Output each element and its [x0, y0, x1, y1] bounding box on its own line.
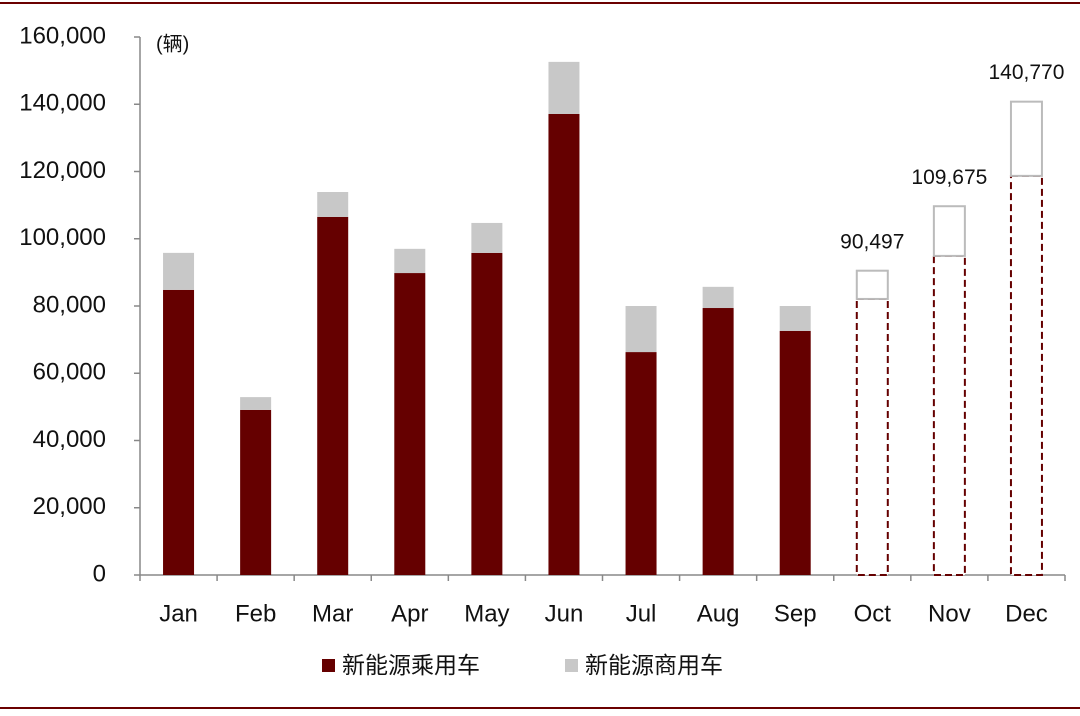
total-label: 140,770: [988, 61, 1064, 84]
y-tick-label: 0: [93, 560, 106, 587]
legend-label: 新能源乘用车: [342, 652, 480, 678]
y-tick-label: 160,000: [19, 22, 106, 49]
x-tick-label: Jun: [545, 600, 584, 627]
bar-segment: [163, 289, 195, 575]
bar-segment: [240, 409, 272, 575]
y-tick-label: 80,000: [33, 291, 106, 318]
bar-segment: [702, 308, 734, 575]
bar-segment: [163, 252, 195, 290]
y-tick-label: 100,000: [19, 224, 106, 251]
bar-segment: [625, 306, 657, 353]
bar-segment: [394, 273, 426, 575]
x-tick-label: Jan: [159, 600, 198, 627]
bar-segment: [471, 222, 503, 253]
forecast-bar-segment: [932, 254, 966, 576]
bar-segment: [779, 330, 811, 575]
forecast-bar-segment: [1009, 174, 1043, 576]
unit-label: (辆): [156, 32, 189, 55]
forecast-bar-segment: [1009, 100, 1043, 177]
total-label: 109,675: [911, 166, 987, 189]
y-tick-label: 20,000: [33, 493, 106, 520]
legend-swatch: [322, 659, 335, 672]
x-tick-label: Nov: [928, 600, 971, 627]
bar-segment: [317, 192, 349, 217]
y-tick-label: 40,000: [33, 426, 106, 453]
y-tick-label: 120,000: [19, 157, 106, 184]
bar-segment: [548, 61, 580, 115]
x-tick-label: Sep: [774, 600, 817, 627]
bar-segment: [779, 306, 811, 331]
x-tick-label: Dec: [1005, 600, 1048, 627]
forecast-bar-segment: [932, 205, 966, 257]
forecast-bar-segment: [855, 297, 889, 576]
legend-label: 新能源商用车: [585, 652, 723, 678]
bar-segment: [548, 114, 580, 575]
bar-segment: [394, 248, 426, 274]
bar-segment: [625, 352, 657, 575]
x-tick-label: Oct: [854, 600, 892, 627]
x-tick-label: Aug: [697, 600, 740, 627]
x-tick-label: Mar: [312, 600, 353, 627]
x-tick-label: Jul: [626, 600, 657, 627]
bar-segment: [317, 216, 349, 576]
y-tick-label: 140,000: [19, 90, 106, 117]
legend-swatch: [565, 659, 578, 672]
bar-segment: [471, 252, 503, 575]
forecast-bar-segment: [855, 269, 889, 300]
bar-segment: [702, 286, 734, 309]
x-tick-label: Feb: [235, 600, 276, 627]
bar-segment: [240, 397, 272, 410]
total-label: 90,497: [840, 230, 904, 253]
x-tick-label: Apr: [391, 600, 428, 627]
x-tick-label: May: [464, 600, 509, 627]
y-tick-label: 60,000: [33, 359, 106, 386]
